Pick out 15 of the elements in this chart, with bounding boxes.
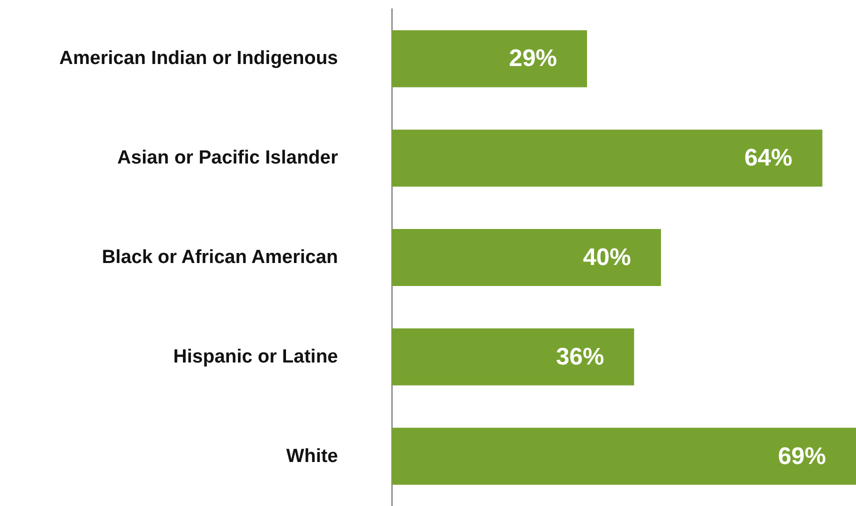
data-label: 40% xyxy=(582,244,631,271)
bar xyxy=(392,229,661,286)
data-label: 64% xyxy=(744,144,792,172)
data-label: 36% xyxy=(556,343,604,370)
bar xyxy=(392,428,856,485)
y-tick-label: White xyxy=(286,446,338,467)
y-tick-label: American Indian or Indigenous xyxy=(59,48,338,70)
y-tick-label: Hispanic or Latine xyxy=(173,346,338,368)
bar xyxy=(392,328,634,386)
bar xyxy=(392,130,822,187)
data-label: 29% xyxy=(508,45,558,72)
data-label: 69% xyxy=(778,442,826,470)
y-tick-label: Black or African American xyxy=(102,247,338,268)
bar xyxy=(392,30,588,88)
y-tick-label: Asian or Pacific Islander xyxy=(117,148,339,169)
